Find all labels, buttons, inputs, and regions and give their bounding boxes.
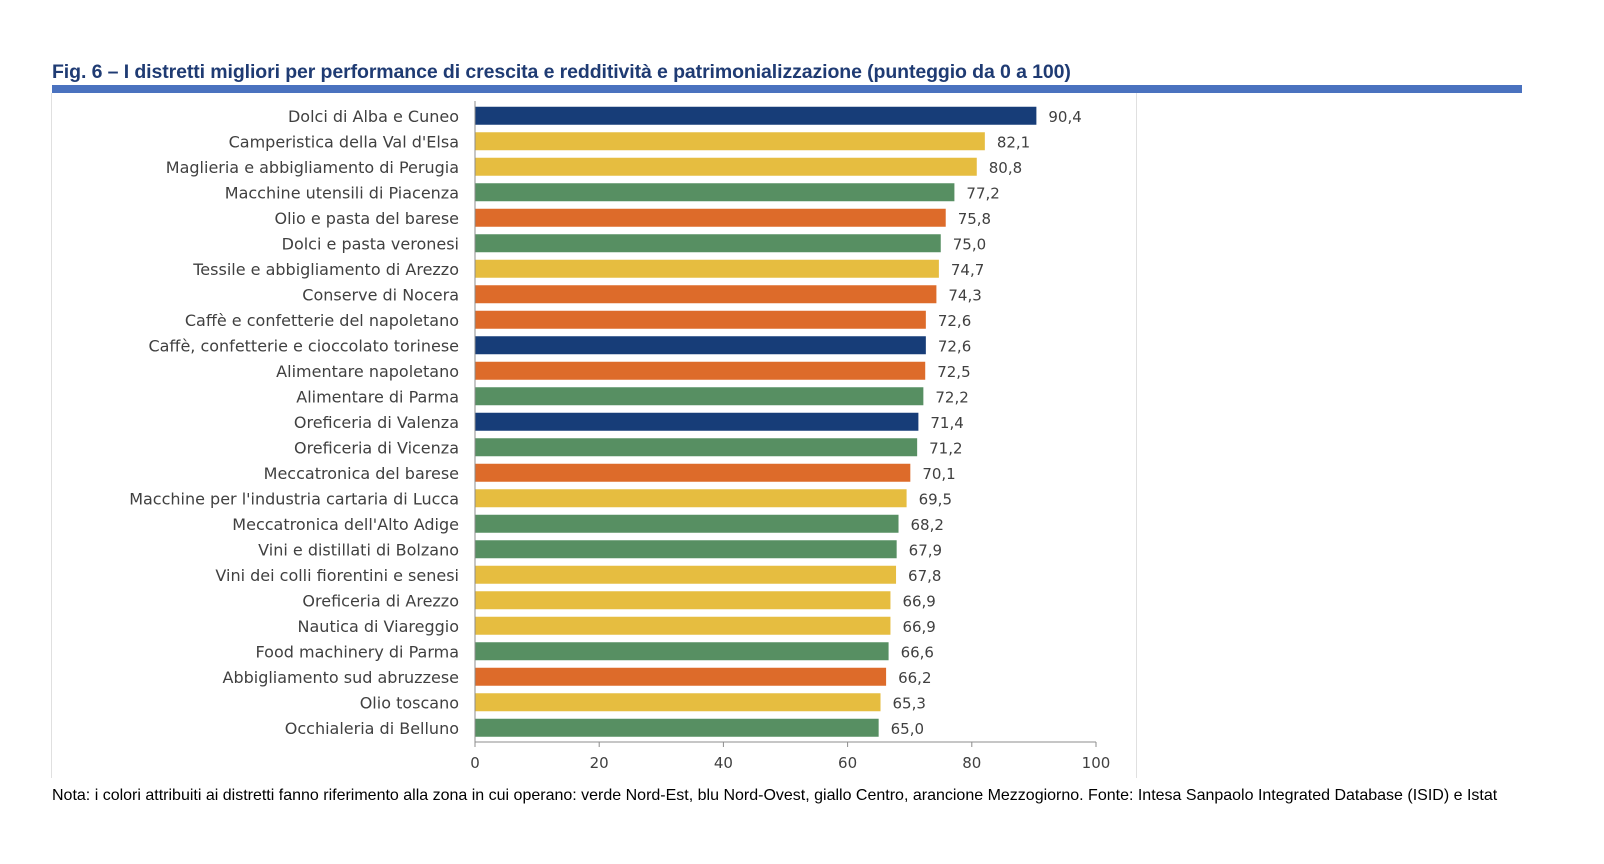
value-labels: 90,4 82,1 80,8 77,2 75,8 75,0 74,7 74,3 72,6 72,6… [891, 108, 1082, 738]
value-label: 77,2 [966, 184, 999, 202]
category-label: Vini dei colli fiorentini e senesi [215, 566, 459, 585]
bars-group [475, 106, 1037, 737]
value-label: 66,6 [901, 643, 934, 661]
value-label: 66,9 [902, 618, 935, 636]
x-tick-label: 40 [714, 754, 733, 772]
bar [475, 106, 1037, 125]
bar [475, 361, 926, 380]
bar [475, 234, 941, 253]
category-label: Alimentare di Parma [296, 387, 459, 406]
chart-frame: Dolci di Alba e Cuneo Camperistica della … [51, 93, 1137, 778]
bar [475, 693, 881, 712]
value-label: 74,3 [948, 286, 981, 304]
category-label: Macchine per l'industria cartaria di Luc… [129, 489, 459, 508]
category-label: Olio toscano [360, 693, 459, 712]
x-axis: 0 20 40 60 80 100 [470, 101, 1110, 772]
bar [475, 259, 939, 278]
bar [475, 183, 955, 202]
bar [475, 565, 897, 584]
bar [475, 438, 918, 457]
category-labels: Dolci di Alba e Cuneo Camperistica della … [129, 107, 459, 738]
value-label: 71,4 [930, 414, 963, 432]
category-label: Oreficeria di Valenza [294, 413, 459, 432]
value-label: 65,3 [893, 694, 926, 712]
value-label: 80,8 [989, 159, 1022, 177]
bar [475, 591, 891, 610]
value-label: 74,7 [951, 261, 984, 279]
value-label: 66,2 [898, 669, 931, 687]
bar [475, 718, 879, 737]
category-label: Nautica di Viareggio [298, 617, 459, 636]
value-label: 90,4 [1048, 108, 1081, 126]
value-label: 68,2 [911, 516, 944, 534]
x-tick-label: 100 [1082, 754, 1111, 772]
category-label: Tessile e abbigliamento di Arezzo [192, 260, 459, 279]
value-label: 66,9 [902, 592, 935, 610]
category-label: Maglieria e abbigliamento di Perugia [166, 158, 459, 177]
bar [475, 616, 891, 635]
bar [475, 132, 985, 151]
bar [475, 310, 926, 329]
category-label: Oreficeria di Vicenza [294, 438, 459, 457]
value-label: 67,8 [908, 567, 941, 585]
value-label: 67,9 [909, 541, 942, 559]
category-label: Food machinery di Parma [256, 642, 459, 661]
source-note: Nota: i colori attribuiti ai distretti f… [52, 787, 1498, 804]
value-label: 71,2 [929, 439, 962, 457]
bar [475, 285, 937, 304]
bar [475, 336, 926, 355]
category-label: Abbigliamento sud abruzzese [223, 668, 460, 687]
x-tick-label: 20 [590, 754, 609, 772]
category-label: Macchine utensili di Piacenza [225, 183, 459, 202]
category-label: Caffè, confetterie e cioccolato torinese [148, 336, 459, 355]
category-label: Camperistica della Val d'Elsa [229, 132, 459, 151]
bar [475, 208, 946, 227]
category-label: Oreficeria di Arezzo [302, 591, 459, 610]
category-label: Meccatronica dell'Alto Adige [232, 515, 459, 534]
category-label: Conserve di Nocera [302, 285, 459, 304]
bar [475, 642, 889, 661]
value-label: 72,6 [938, 337, 971, 355]
value-label: 82,1 [997, 133, 1030, 151]
bar [475, 514, 899, 533]
value-label: 70,1 [922, 465, 955, 483]
category-label: Caffè e confetterie del napoletano [185, 311, 459, 330]
bar [475, 489, 907, 508]
category-label: Alimentare napoletano [276, 362, 459, 381]
x-tick-label: 60 [838, 754, 857, 772]
bar [475, 667, 887, 686]
category-label: Occhialeria di Belluno [285, 719, 459, 738]
value-label: 75,8 [958, 210, 991, 228]
value-label: 72,5 [937, 363, 970, 381]
value-label: 75,0 [953, 235, 986, 253]
bar [475, 463, 911, 482]
figure-title: Fig. 6 – I distretti migliori per perfor… [52, 61, 1071, 83]
bar-chart: Dolci di Alba e Cuneo Camperistica della … [129, 101, 1110, 772]
value-label: 69,5 [919, 490, 952, 508]
category-label: Olio e pasta del barese [275, 209, 460, 228]
category-label: Dolci di Alba e Cuneo [288, 107, 459, 126]
x-tick-label: 80 [962, 754, 981, 772]
bar [475, 540, 897, 559]
value-label: 65,0 [891, 720, 924, 738]
bar [475, 387, 924, 406]
x-tick-label: 0 [470, 754, 480, 772]
title-rule [52, 85, 1522, 93]
category-label: Dolci e pasta veronesi [282, 234, 459, 253]
category-label: Vini e distillati di Bolzano [258, 540, 459, 559]
value-label: 72,2 [935, 388, 968, 406]
bar [475, 412, 919, 431]
category-label: Meccatronica del barese [264, 464, 459, 483]
bar [475, 157, 977, 176]
value-label: 72,6 [938, 312, 971, 330]
